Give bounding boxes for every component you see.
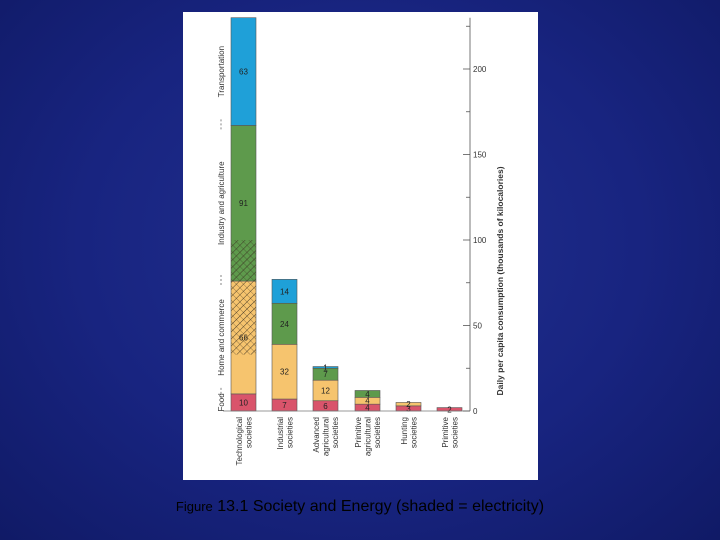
legend-label-transportation: Transportation <box>217 46 226 97</box>
category-label: societies <box>409 417 418 448</box>
electricity-shading <box>231 240 256 355</box>
category-label: societies <box>244 417 253 448</box>
bar-segment-home-and-commerce <box>271 344 298 400</box>
bar-segment-industry-and-agriculture <box>271 302 298 345</box>
category-label: Advanced <box>312 417 321 453</box>
category-label: agricultural <box>322 417 331 456</box>
caption-prefix: Figure <box>175 499 213 514</box>
category-label: Primitive <box>354 416 363 447</box>
legend-label-food: Food <box>217 393 226 411</box>
bar-value-label: 24 <box>280 320 289 329</box>
category-label: Technological <box>235 417 244 466</box>
figure-panel: Food Home and commerce Industry and agricu… <box>183 12 538 480</box>
bar-value-label: 14 <box>280 287 289 296</box>
y-tick-label: 50 <box>473 322 482 331</box>
category-label: Hunting <box>400 417 409 445</box>
bar-value-label: 6 <box>323 402 328 411</box>
bar-value-label: 2 <box>406 400 411 409</box>
caption-title: 13.1 Society and Energy (shaded = electr… <box>217 498 545 515</box>
category-label: societies <box>331 417 340 448</box>
bar-value-label: 4 <box>365 397 370 406</box>
bar-segment-transportation <box>312 366 339 369</box>
bar-value-label: 12 <box>321 386 330 395</box>
bar-value-label: 7 <box>323 370 328 379</box>
category-label: Primitive <box>441 416 450 447</box>
bar-value-label: 91 <box>239 199 248 208</box>
y-tick-label: 100 <box>473 236 487 245</box>
bar-segment-home-and-commerce <box>395 402 422 407</box>
category-label: agricultural <box>364 417 373 456</box>
legend-label-home-and-commerce: Home and commerce <box>217 299 226 376</box>
category-label: Industrial <box>276 417 285 450</box>
y-tick-label: 150 <box>473 151 487 160</box>
category-label: societies <box>450 417 459 448</box>
bar-value-label: 32 <box>280 368 289 377</box>
bar-segment-transportation <box>271 279 298 304</box>
bar-value-label: 63 <box>239 68 248 77</box>
y-tick-label: 200 <box>473 65 487 74</box>
stacked-bar-chart: Food Home and commerce Industry and agricu… <box>217 17 505 466</box>
bar-segment-industry-and-agriculture <box>354 390 381 398</box>
bar-value-label: 1 <box>323 363 328 372</box>
category-label: societies <box>285 417 294 448</box>
bar-value-label: 4 <box>365 404 370 413</box>
bar-value-label: 4 <box>365 390 370 399</box>
y-tick-label: 0 <box>473 407 478 416</box>
bar-segment-transportation <box>230 17 257 126</box>
legend-label-industry-and-agriculture: Industry and agriculture <box>217 161 226 245</box>
y-axis-title: Daily per capita consumption (thousands … <box>495 166 505 395</box>
bar-value-label: 7 <box>282 401 287 410</box>
figure-caption: Figure 13.1 Society and Energy (shaded =… <box>0 498 720 516</box>
category-label: societies <box>373 417 382 448</box>
bar-value-label: 3 <box>406 404 411 413</box>
bar-value-label: 2 <box>447 405 452 414</box>
bar-value-label: 10 <box>239 398 248 407</box>
